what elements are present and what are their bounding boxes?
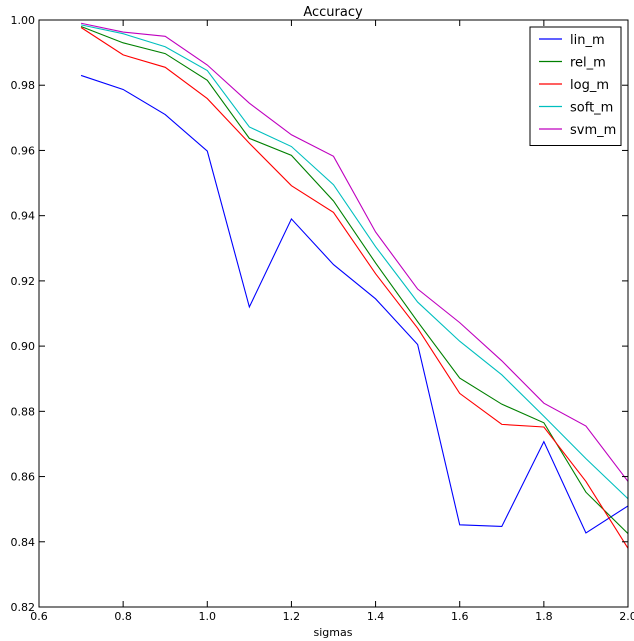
series-line-lin_m (80, 74, 629, 534)
y-tick-label: 0.98 (11, 79, 36, 92)
chart-title: Accuracy (303, 5, 363, 20)
x-tick-label: 2.0 (619, 610, 634, 623)
x-tick-label: 1.6 (451, 610, 469, 623)
series-line-rel_m (80, 26, 629, 535)
y-tick-label: 0.82 (11, 601, 36, 614)
y-tick-label: 0.86 (11, 471, 36, 484)
legend-box (529, 26, 622, 146)
y-tick-label: 0.84 (11, 536, 36, 549)
x-tick-label: 1.4 (367, 610, 385, 623)
series-line-svm_m (80, 22, 629, 482)
series-line-log_m (80, 27, 629, 549)
legend-label-soft_m: soft_m (570, 101, 613, 116)
x-tick-label: 1.8 (535, 610, 553, 623)
axis-ticks: 0.6 0.8 1.0 1.2 1.4 1.6 1.8 2.0 0.82 0.84 0.86 0.88… (11, 14, 634, 623)
y-tick-label: 0.88 (11, 405, 36, 418)
y-tick-label: 1.00 (11, 14, 36, 27)
legend-label-lin_m: lin_m (570, 33, 605, 48)
x-tick-label: 1.0 (199, 610, 217, 623)
y-tick-label: 0.92 (11, 275, 36, 288)
plot-lines (80, 22, 629, 549)
legend: lin_m rel_m log_m soft_m svm_m (529, 26, 622, 146)
legend-label-svm_m: svm_m (570, 123, 616, 138)
y-tick-label: 0.96 (11, 144, 36, 157)
legend-label-log_m: log_m (570, 78, 609, 93)
y-tick-label: 0.90 (11, 340, 36, 353)
x-tick-label: 0.8 (114, 610, 132, 623)
plot-frame (38, 19, 629, 608)
x-axis-label: sigmas (314, 626, 353, 639)
x-tick-label: 0.6 (30, 610, 48, 623)
series-line-soft_m (80, 24, 629, 500)
x-tick-label: 1.2 (283, 610, 301, 623)
legend-label-rel_m: rel_m (570, 56, 606, 71)
y-tick-label: 0.94 (11, 210, 36, 223)
